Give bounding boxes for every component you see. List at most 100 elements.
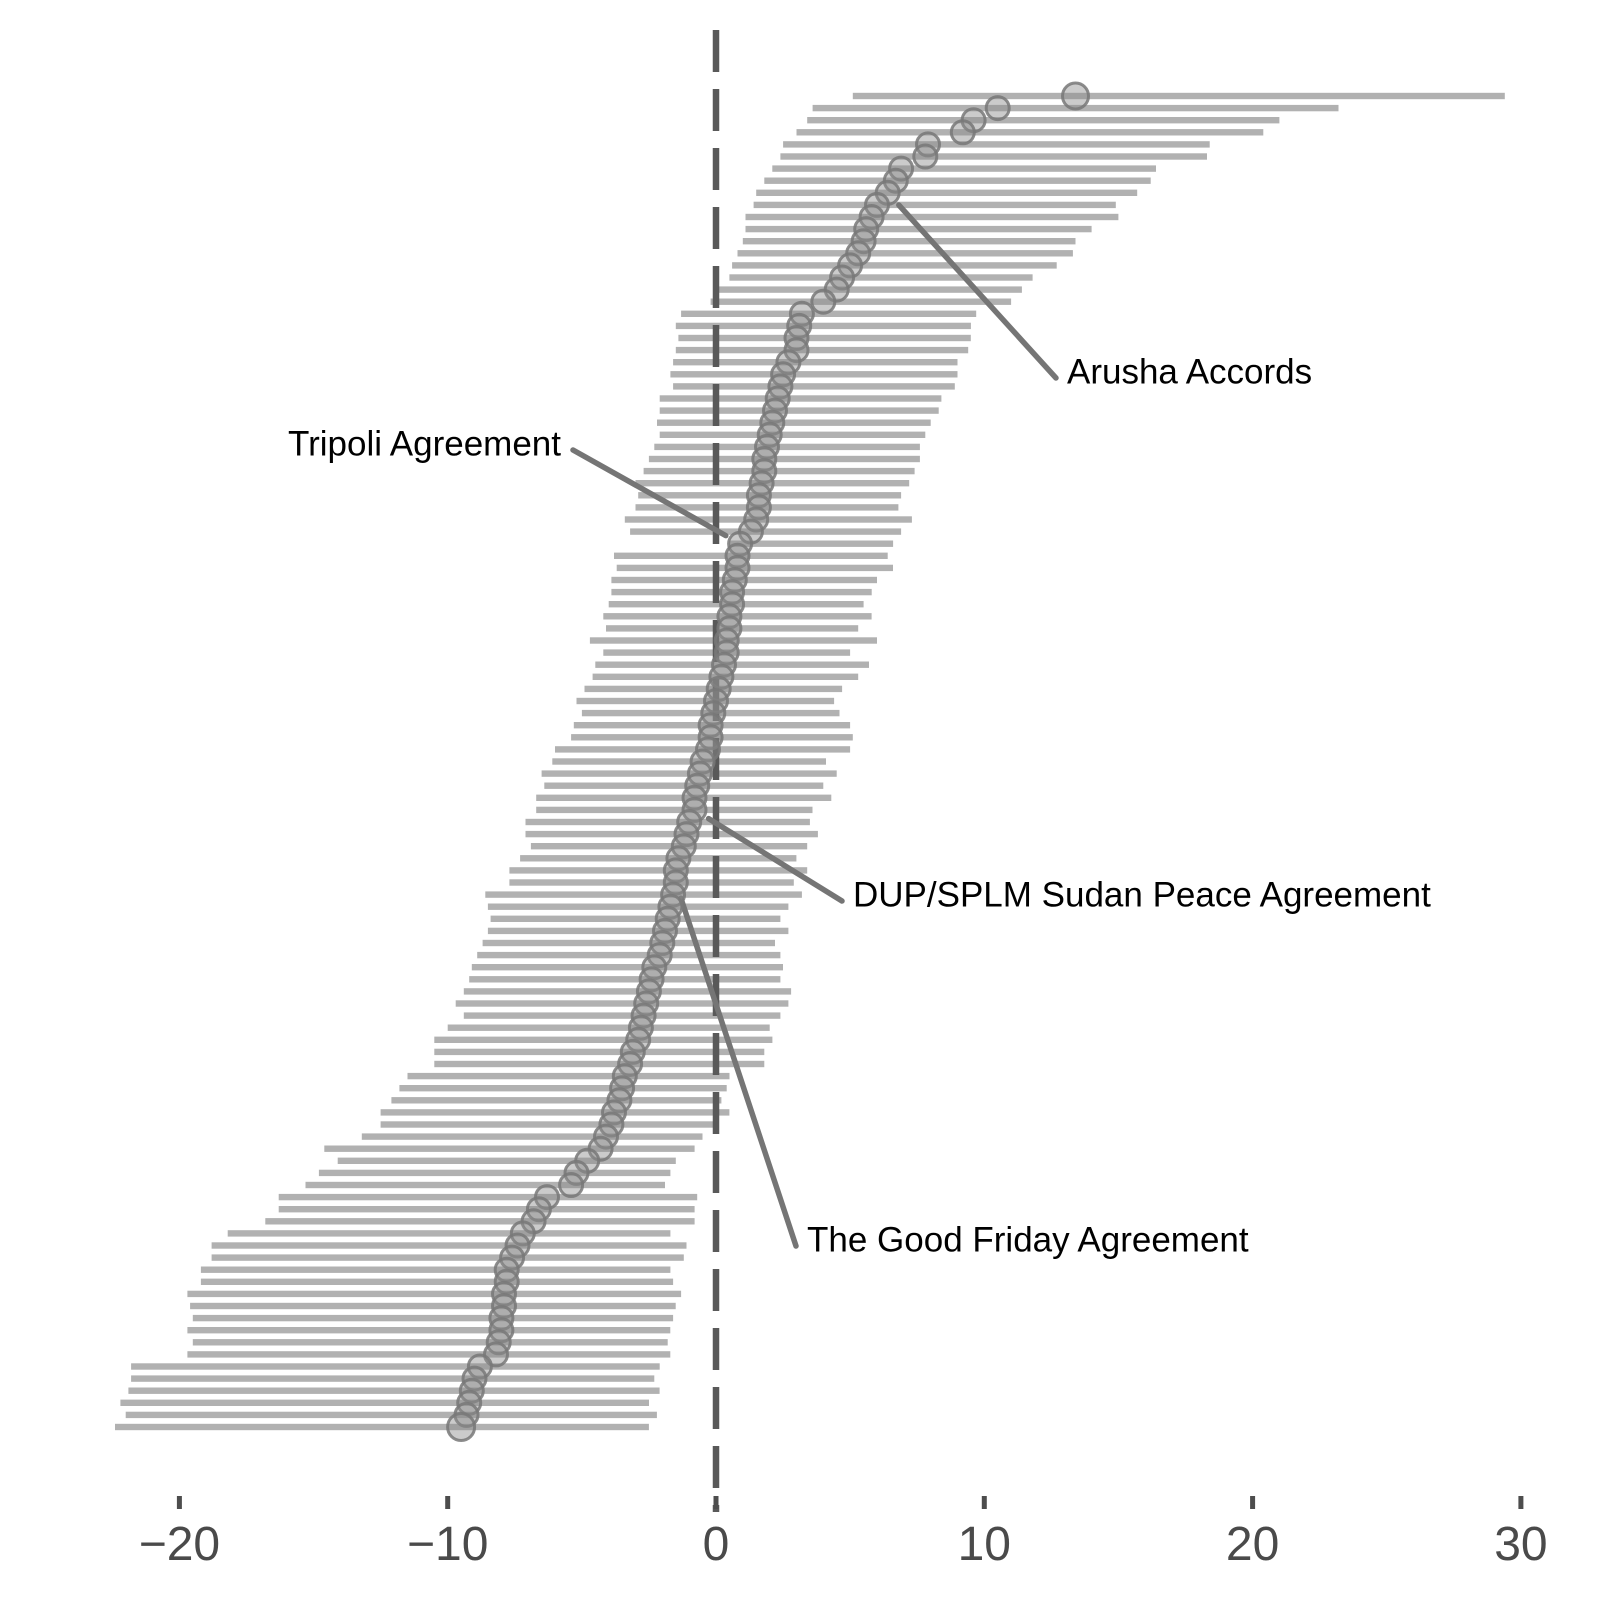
ci-bar	[659, 407, 939, 414]
ci-bar	[278, 1206, 695, 1213]
x-axis-layer: −20 −10 0 10 20 30	[139, 1496, 1548, 1571]
ci-bar	[525, 818, 810, 826]
ci-bar	[729, 274, 1033, 281]
ci-bar	[756, 189, 1138, 196]
ci-bar	[729, 540, 894, 547]
ci-bar	[487, 927, 789, 935]
ci-bar	[128, 1387, 660, 1394]
ci-bar	[737, 250, 1073, 257]
ci-bar	[654, 443, 920, 451]
ci-bar	[399, 1085, 727, 1092]
ci-bar	[673, 383, 955, 390]
ci-bar	[732, 262, 1057, 269]
ci-bar	[611, 588, 872, 596]
ci-bar	[783, 141, 1210, 148]
ci-bar	[490, 915, 781, 922]
ci-bar	[380, 1109, 730, 1116]
ci-bar	[657, 419, 931, 426]
ci-bar	[595, 661, 869, 668]
ci-bar	[659, 395, 942, 402]
ci-bar	[681, 310, 977, 317]
annotation-leader-tripoli-agreement	[570, 447, 729, 539]
ci-bar	[536, 806, 813, 814]
annotation-text-layer: Arusha Accords Tripoli Agreement DUP/SPLM …	[288, 353, 1431, 1260]
ci-bar	[187, 1351, 671, 1358]
ci-bar	[434, 1036, 773, 1043]
ci-bar	[434, 1060, 765, 1068]
annotation-leader-the-good-friday-agreement	[678, 895, 799, 1249]
ci-bar	[434, 1048, 765, 1056]
point-marker	[984, 95, 1011, 122]
x-axis-tick-label: 30	[1494, 1518, 1547, 1571]
point-marker	[446, 1412, 477, 1442]
annotation-label-arusha-accords: Arusha Accords	[1067, 353, 1312, 392]
ci-bar	[675, 322, 971, 330]
ci-bar	[192, 1339, 668, 1346]
ci-bar	[211, 1242, 687, 1249]
ci-bar	[643, 467, 915, 475]
ci-bar	[190, 1302, 676, 1310]
annotation-label-tripoli-agreement: Tripoli Agreement	[288, 425, 561, 464]
annotation-label-dup-splm-sudan-peace-agreement: DUP/SPLM Sudan Peace Agreement	[853, 876, 1431, 915]
ci-bar	[764, 177, 1151, 184]
ci-bar	[780, 153, 1207, 160]
ci-bar	[131, 1375, 655, 1382]
ci-bar	[552, 758, 826, 765]
ci-bar	[187, 1290, 682, 1298]
ci-bar	[659, 431, 926, 438]
annotation-leader-layer	[570, 202, 1059, 1249]
x-axis-tick-label: 20	[1226, 1518, 1279, 1571]
ci-bar	[673, 359, 958, 366]
ci-bar	[525, 830, 818, 838]
ci-bar	[718, 286, 1022, 293]
ci-bar	[603, 613, 872, 620]
ci-bar	[648, 455, 920, 463]
ci-bar	[447, 1024, 770, 1031]
ci-bar	[265, 1218, 695, 1225]
ci-bar	[324, 1145, 695, 1152]
ci-bar	[807, 117, 1280, 124]
x-axis-tick-label: −10	[407, 1518, 488, 1571]
ci-bar	[407, 1072, 730, 1080]
ci-bar	[710, 298, 1012, 305]
ci-bar	[509, 867, 808, 874]
point-marker	[1061, 81, 1090, 111]
ci-bar	[469, 976, 781, 983]
ci-bar	[455, 1000, 789, 1007]
ci-bar	[227, 1230, 671, 1237]
point-marker	[949, 119, 976, 146]
ci-bar	[115, 1423, 649, 1431]
ci-bar	[487, 903, 789, 910]
ci-bar	[380, 1121, 716, 1128]
ci-bar	[630, 528, 902, 535]
ci-bar	[391, 1097, 722, 1104]
ci-bar	[745, 213, 1119, 221]
point-marker	[558, 1172, 585, 1198]
ci-bar	[463, 1012, 781, 1019]
ci-bar	[200, 1278, 674, 1285]
annotation-label-the-good-friday-agreement: The Good Friday Agreement	[807, 1221, 1249, 1260]
ci-bar	[211, 1254, 684, 1261]
ci-bar	[670, 371, 958, 378]
ci-bar	[192, 1314, 674, 1322]
ci-bar	[678, 334, 971, 342]
ci-bar	[485, 891, 802, 898]
ci-bar	[471, 964, 783, 971]
ci-bar	[544, 782, 824, 789]
point-marker	[810, 288, 837, 315]
ci-bar	[125, 1411, 657, 1419]
ci-bar	[616, 564, 893, 572]
ci-bar	[772, 165, 1156, 172]
ci-bar	[120, 1399, 649, 1406]
ci-bar	[318, 1169, 671, 1177]
ci-bar	[337, 1157, 676, 1164]
ci-bar	[131, 1363, 660, 1370]
ci-bar	[796, 129, 1264, 136]
ci-bar	[614, 552, 888, 559]
ci-bar	[675, 346, 969, 354]
ci-bar	[509, 879, 794, 886]
annotation-leader-dup-splm-sudan-peace-agreement	[705, 815, 845, 904]
ci-bar	[278, 1193, 698, 1201]
